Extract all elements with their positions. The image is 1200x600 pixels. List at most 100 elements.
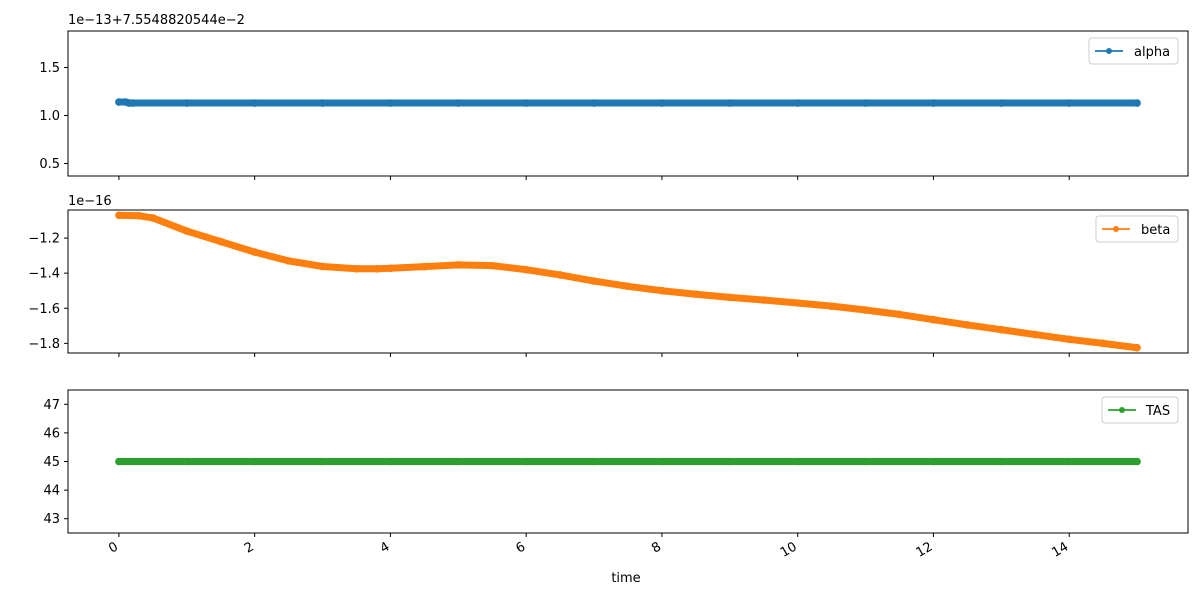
data-point-TAS bbox=[182, 457, 191, 466]
data-point-alpha bbox=[793, 99, 802, 107]
data-point-alpha bbox=[386, 99, 395, 107]
data-point-beta bbox=[522, 265, 530, 274]
data-point-alpha bbox=[250, 99, 259, 107]
data-point-TAS bbox=[115, 457, 123, 466]
legend-label-tas: TAS bbox=[1145, 404, 1170, 419]
data-point-TAS bbox=[793, 457, 802, 466]
x-tick-label: 12 bbox=[914, 539, 936, 560]
data-point-beta bbox=[216, 237, 225, 246]
data-point-TAS bbox=[726, 457, 734, 466]
data-point-beta bbox=[1133, 343, 1141, 352]
legend-box-tas bbox=[1101, 396, 1179, 424]
panel-alpha: 0.5 1.0 1.5 1e−13+7.5548820544e−2 alpha bbox=[39, 13, 1189, 180]
data-point-beta bbox=[149, 214, 157, 222]
data-point-beta bbox=[250, 248, 259, 256]
data-point-TAS bbox=[1133, 457, 1141, 466]
data-point-alpha bbox=[726, 99, 734, 107]
data-point-beta bbox=[556, 271, 564, 279]
data-point-TAS bbox=[658, 457, 666, 466]
data-point-TAS bbox=[929, 457, 938, 466]
data-point-beta bbox=[135, 211, 144, 220]
data-point-alpha bbox=[522, 99, 530, 107]
legend-alpha: alpha bbox=[1088, 37, 1179, 65]
data-point-alpha bbox=[1065, 99, 1074, 107]
series-tas bbox=[115, 457, 1141, 466]
data-point-beta bbox=[1099, 339, 1107, 348]
data-point-alpha bbox=[861, 99, 870, 107]
data-point-alpha bbox=[318, 99, 327, 107]
data-point-beta bbox=[624, 282, 632, 291]
data-point-alpha bbox=[128, 99, 137, 107]
data-point-beta bbox=[793, 299, 802, 307]
data-point-alpha bbox=[997, 99, 1006, 107]
data-point-alpha bbox=[1133, 99, 1141, 107]
data-point-TAS bbox=[454, 457, 463, 466]
y-ticks-tas: 43 44 45 46 47 bbox=[43, 398, 68, 527]
data-point-beta bbox=[895, 310, 904, 319]
series-beta bbox=[115, 211, 1141, 352]
data-point-TAS bbox=[318, 457, 327, 466]
data-point-TAS bbox=[1065, 457, 1074, 466]
data-point-beta bbox=[115, 211, 123, 220]
x-ticks-tas bbox=[118, 533, 1070, 537]
data-point-beta bbox=[182, 227, 191, 235]
legend-tas: TAS bbox=[1101, 396, 1179, 424]
legend-beta: beta bbox=[1095, 215, 1179, 243]
data-point-alpha bbox=[454, 99, 463, 107]
data-point-alpha bbox=[658, 99, 666, 107]
data-point-beta bbox=[726, 293, 734, 302]
offset-label-alpha: 1e−13+7.5548820544e−2 bbox=[68, 13, 245, 28]
data-point-beta bbox=[454, 261, 463, 269]
data-point-beta bbox=[420, 262, 429, 271]
y-tick-label-tas: 44 bbox=[43, 484, 60, 499]
data-point-beta bbox=[963, 321, 972, 329]
data-point-beta bbox=[284, 257, 293, 265]
y-tick-label-alpha: 1.5 bbox=[39, 61, 60, 76]
legend-label-beta: beta bbox=[1141, 223, 1170, 238]
data-point-beta bbox=[1031, 330, 1040, 339]
data-point-beta bbox=[318, 262, 327, 271]
legend-marker-alpha bbox=[1106, 48, 1112, 54]
legend-marker-tas bbox=[1119, 407, 1125, 413]
x-ticks-beta bbox=[118, 353, 1070, 357]
data-point-TAS bbox=[861, 457, 870, 466]
data-point-beta bbox=[658, 286, 666, 295]
data-point-TAS bbox=[522, 457, 530, 466]
y-tick-label-alpha: 1.0 bbox=[39, 109, 60, 124]
data-point-beta bbox=[861, 306, 870, 314]
data-point-beta bbox=[590, 277, 598, 285]
y-tick-label-tas: 47 bbox=[43, 398, 60, 413]
data-point-beta bbox=[692, 290, 700, 299]
y-tick-label-beta: −1.2 bbox=[28, 232, 60, 247]
series-line-alpha bbox=[115, 98, 1141, 107]
data-point-beta bbox=[929, 315, 938, 324]
data-point-beta bbox=[759, 296, 768, 304]
data-point-beta bbox=[1065, 335, 1074, 344]
x-tick-label: 14 bbox=[1049, 539, 1071, 560]
data-point-alpha bbox=[929, 99, 938, 107]
legend-label-alpha: alpha bbox=[1134, 45, 1170, 60]
data-point-beta bbox=[997, 325, 1006, 334]
data-point-alpha bbox=[115, 98, 123, 106]
data-point-beta bbox=[488, 261, 497, 270]
x-axis-title: time bbox=[611, 571, 640, 586]
data-point-beta bbox=[373, 264, 381, 273]
y-tick-label-beta: −1.6 bbox=[28, 302, 60, 317]
y-tick-label-beta: −1.4 bbox=[28, 267, 60, 282]
y-tick-label-beta: −1.8 bbox=[28, 337, 60, 352]
data-point-beta bbox=[386, 264, 395, 273]
y-tick-label-tas: 46 bbox=[43, 426, 60, 441]
x-tick-label: 10 bbox=[778, 539, 800, 560]
data-point-TAS bbox=[386, 457, 395, 466]
panel-beta: −1.8 −1.6 −1.4 −1.2 1e−16 beta bbox=[28, 194, 1189, 357]
legend-marker-beta bbox=[1113, 226, 1119, 232]
data-point-TAS bbox=[590, 457, 598, 466]
legend-box-alpha bbox=[1088, 37, 1179, 65]
x-ticks-alpha bbox=[118, 176, 1070, 180]
y-tick-label-tas: 45 bbox=[43, 455, 60, 470]
data-point-TAS bbox=[997, 457, 1006, 466]
data-point-alpha bbox=[182, 99, 191, 107]
offset-label-beta: 1e−16 bbox=[68, 194, 112, 209]
